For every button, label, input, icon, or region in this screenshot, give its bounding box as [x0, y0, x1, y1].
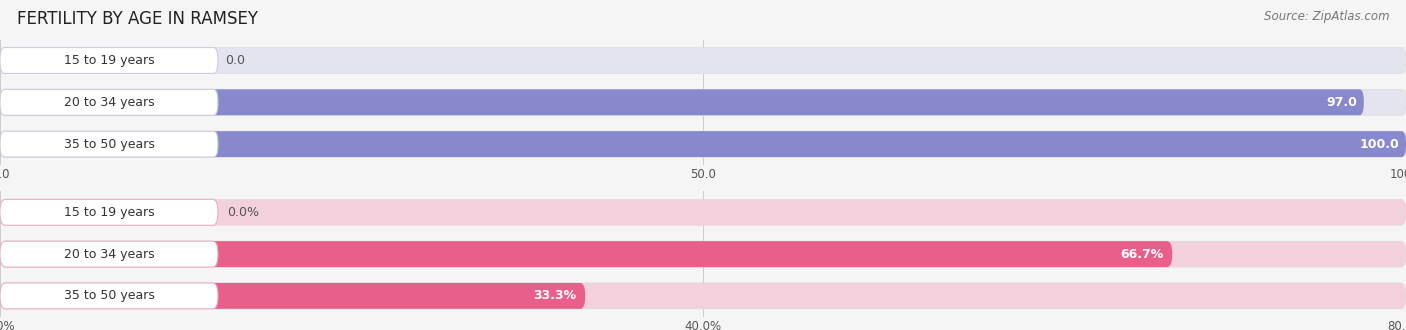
Text: 20 to 34 years: 20 to 34 years — [63, 248, 155, 261]
FancyBboxPatch shape — [0, 283, 1406, 309]
FancyBboxPatch shape — [0, 48, 1406, 74]
FancyBboxPatch shape — [0, 241, 218, 267]
FancyBboxPatch shape — [0, 131, 1406, 157]
Text: 100.0: 100.0 — [1360, 138, 1399, 150]
Text: 15 to 19 years: 15 to 19 years — [63, 206, 155, 219]
FancyBboxPatch shape — [0, 283, 218, 309]
Text: 15 to 19 years: 15 to 19 years — [63, 54, 155, 67]
Text: 35 to 50 years: 35 to 50 years — [63, 138, 155, 150]
FancyBboxPatch shape — [0, 283, 585, 309]
Text: FERTILITY BY AGE IN RAMSEY: FERTILITY BY AGE IN RAMSEY — [17, 10, 257, 28]
FancyBboxPatch shape — [0, 89, 1364, 115]
FancyBboxPatch shape — [0, 241, 1173, 267]
Text: 0.0%: 0.0% — [226, 206, 259, 219]
FancyBboxPatch shape — [0, 89, 1406, 115]
FancyBboxPatch shape — [0, 131, 1406, 157]
Text: 35 to 50 years: 35 to 50 years — [63, 289, 155, 302]
FancyBboxPatch shape — [0, 241, 1406, 267]
FancyBboxPatch shape — [0, 131, 218, 157]
Text: 66.7%: 66.7% — [1121, 248, 1164, 261]
FancyBboxPatch shape — [0, 89, 218, 115]
FancyBboxPatch shape — [0, 199, 218, 225]
Text: Source: ZipAtlas.com: Source: ZipAtlas.com — [1264, 10, 1389, 23]
FancyBboxPatch shape — [0, 48, 218, 74]
Text: 20 to 34 years: 20 to 34 years — [63, 96, 155, 109]
Text: 97.0: 97.0 — [1326, 96, 1357, 109]
Text: 33.3%: 33.3% — [533, 289, 576, 302]
FancyBboxPatch shape — [0, 199, 1406, 225]
Text: 0.0: 0.0 — [225, 54, 245, 67]
